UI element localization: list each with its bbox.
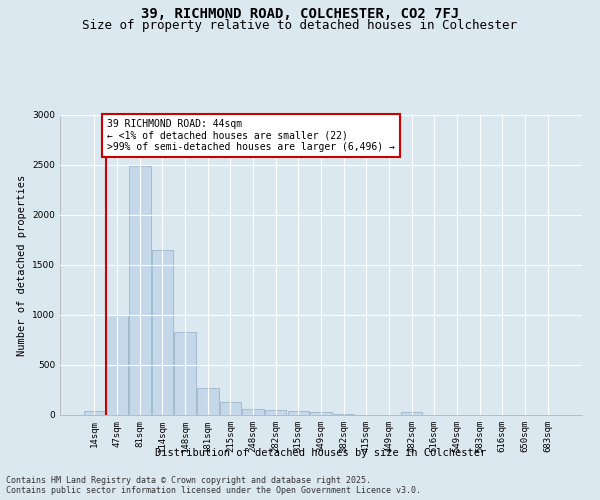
Text: Size of property relative to detached houses in Colchester: Size of property relative to detached ho…	[83, 19, 517, 32]
Bar	[220, 402, 241, 415]
Bar	[401, 412, 422, 415]
Bar	[84, 411, 105, 415]
Text: 39, RICHMOND ROAD, COLCHESTER, CO2 7FJ: 39, RICHMOND ROAD, COLCHESTER, CO2 7FJ	[141, 8, 459, 22]
Bar	[106, 315, 128, 415]
Bar	[310, 412, 332, 415]
Y-axis label: Number of detached properties: Number of detached properties	[17, 174, 26, 356]
Bar	[152, 250, 173, 415]
Bar	[333, 414, 355, 415]
Bar	[265, 410, 286, 415]
Bar	[175, 332, 196, 415]
Text: 39 RICHMOND ROAD: 44sqm
← <1% of detached houses are smaller (22)
>99% of semi-d: 39 RICHMOND ROAD: 44sqm ← <1% of detache…	[107, 119, 395, 152]
Bar	[129, 166, 151, 415]
Bar	[197, 388, 218, 415]
Bar	[242, 409, 264, 415]
Bar	[287, 411, 309, 415]
Text: Distribution of detached houses by size in Colchester: Distribution of detached houses by size …	[155, 448, 487, 458]
Text: Contains HM Land Registry data © Crown copyright and database right 2025.
Contai: Contains HM Land Registry data © Crown c…	[6, 476, 421, 495]
